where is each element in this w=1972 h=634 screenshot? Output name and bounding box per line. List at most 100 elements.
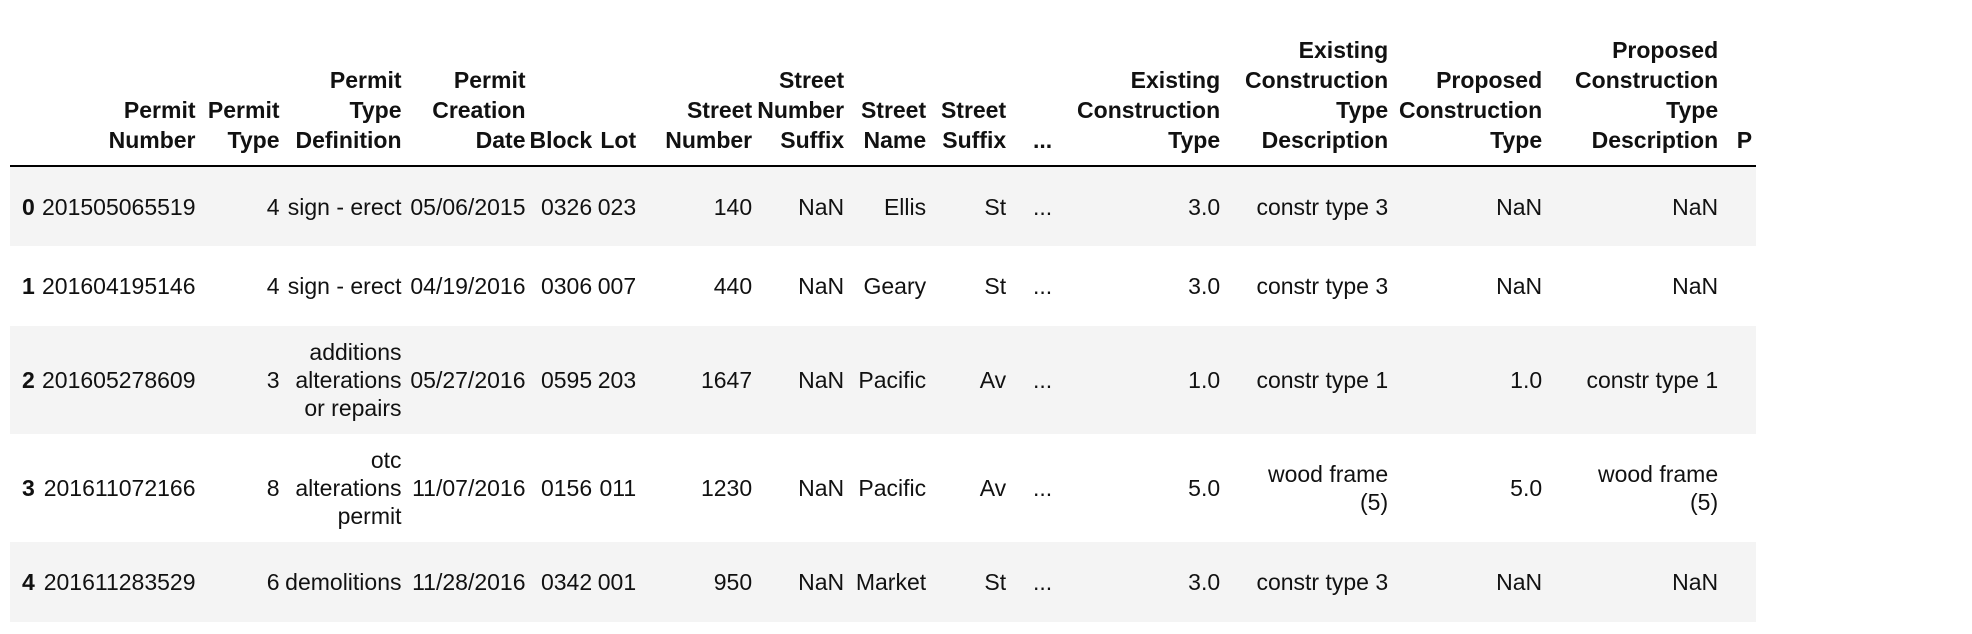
- table-cell: 203: [597, 367, 637, 393]
- table-cell: 201604195146: [42, 273, 196, 299]
- table-cell-line: additions: [309, 339, 402, 365]
- table-cell: 6: [266, 569, 280, 595]
- table-cell: 1647: [700, 367, 753, 393]
- table-cell: additions alterations or repairs: [284, 326, 406, 434]
- table-cell-line: wood frame: [1267, 461, 1389, 487]
- column-header-line: Street: [940, 97, 1007, 123]
- column-header: P: [1722, 0, 1757, 167]
- column-header-line: Existing: [1130, 67, 1221, 93]
- column-header-line: Street: [778, 67, 845, 93]
- table-cell: ...: [1032, 273, 1053, 299]
- column-header-line: Proposed: [1612, 37, 1719, 63]
- column-header-line: Suffix: [942, 127, 1007, 153]
- table-cell: 1.0: [1188, 367, 1221, 393]
- column-header-line: Name: [863, 127, 927, 153]
- column-header-line: Type: [1336, 97, 1389, 123]
- table-cell: 0326: [540, 193, 593, 220]
- row-index: 2: [22, 367, 35, 393]
- index-header: [10, 0, 42, 167]
- table-cell: ...: [1032, 569, 1053, 595]
- table-cell: 201611072166: [43, 475, 196, 501]
- table-row: 0 201505065519 4 sign - erect 05/06/2015 0326…: [10, 166, 1757, 246]
- table-cell: 140: [713, 193, 753, 220]
- row-index: 0: [22, 193, 35, 220]
- table-cell: constr type 3: [1256, 193, 1389, 220]
- table-cell: 4: [266, 273, 280, 299]
- column-header-line: Construction: [1575, 67, 1719, 93]
- table-cell: constr type 1: [1256, 367, 1389, 393]
- table-cell: ...: [1032, 475, 1053, 501]
- table-cell-line: permit: [337, 503, 402, 529]
- dataframe-table: Permit Number Permit Type Permit Type Definiti…: [10, 0, 1757, 622]
- column-header-line: Block: [529, 127, 593, 153]
- table-cell-line: alterations: [295, 475, 402, 501]
- table-cell: 007: [597, 273, 637, 299]
- table-cell: 11/07/2016: [412, 475, 526, 501]
- table-cell: St: [984, 569, 1007, 595]
- table-cell: 5.0: [1188, 475, 1221, 501]
- table-cell: [1722, 434, 1756, 542]
- column-header-line: Date: [475, 127, 526, 153]
- column-header-line: Suffix: [780, 127, 845, 153]
- table-header: Permit Number Permit Type Permit Type Definiti…: [10, 0, 1757, 167]
- column-header: Permit Creation Date: [405, 0, 530, 167]
- column-header: Existing Construction Type: [1056, 0, 1225, 167]
- table-cell: ...: [1032, 193, 1053, 220]
- column-header-line: Permit: [207, 97, 280, 123]
- table-cell: 201605278609: [42, 367, 196, 393]
- column-header-line: Street: [686, 97, 753, 123]
- column-header-line: Street: [860, 97, 927, 123]
- column-header-line: Proposed: [1436, 67, 1543, 93]
- column-header: Permit Type: [199, 0, 284, 167]
- column-header: Block: [529, 0, 597, 167]
- column-header-line: Creation: [432, 97, 526, 123]
- table-cell: constr type 3: [1256, 569, 1389, 595]
- table-row: 1 201604195146 4 sign - erect 04/19/2016 0306…: [10, 246, 1757, 326]
- table-cell: 950: [713, 569, 753, 595]
- table-cell: NaN: [798, 193, 845, 220]
- column-header: Existing Construction Type Description: [1224, 0, 1393, 167]
- table-cell: NaN: [1496, 273, 1543, 299]
- column-header-line: P: [1736, 127, 1753, 153]
- row-index: 1: [22, 273, 35, 299]
- column-header-line: Existing: [1298, 37, 1389, 63]
- table-cell-line: (5): [1690, 489, 1719, 515]
- table-cell: 201611283529: [43, 569, 196, 595]
- table-cell: 0595: [540, 367, 593, 393]
- table-cell: NaN: [1496, 569, 1543, 595]
- column-header: Permit Number: [42, 0, 200, 167]
- table-cell: otc alterations permit: [284, 434, 406, 542]
- table-cell: [1722, 326, 1756, 434]
- column-header: Proposed Construction Type Description: [1546, 0, 1723, 167]
- table-cell: 5.0: [1510, 475, 1543, 501]
- table-cell: NaN: [1496, 193, 1543, 220]
- table-cell: sign - erect: [287, 273, 402, 299]
- table-cell: 023: [597, 193, 637, 220]
- table-cell: [1722, 166, 1756, 246]
- table-cell: 8: [266, 475, 280, 501]
- table-cell: St: [984, 273, 1007, 299]
- table-cell: Market: [855, 569, 927, 595]
- table-cell: 3: [266, 367, 280, 393]
- table-cell: Pacific: [858, 475, 927, 501]
- table-cell-line: alterations: [295, 367, 402, 393]
- column-header: Lot: [596, 0, 641, 167]
- table-cell-line: wood frame: [1597, 461, 1719, 487]
- column-header-line: Construction: [1077, 97, 1221, 123]
- table-cell: 11/28/2016: [412, 569, 526, 595]
- table-cell-line: or repairs: [304, 395, 402, 421]
- table-cell: constr type 3: [1256, 273, 1389, 299]
- table-cell: 0156: [540, 475, 593, 501]
- table-cell: sign - erect: [287, 193, 402, 220]
- table-cell: 440: [713, 273, 753, 299]
- column-header: Permit Type Definition: [283, 0, 406, 167]
- table-cell: 001: [597, 569, 637, 595]
- table-cell: ...: [1032, 367, 1053, 393]
- table-cell: 04/19/2016: [410, 273, 526, 299]
- table-cell: Ellis: [883, 193, 927, 220]
- table-cell: 0306: [540, 273, 593, 299]
- table-row: 4 201611283529 6 demolitions 11/28/2016 0342 0…: [10, 542, 1757, 622]
- column-header-line: Definition: [295, 127, 402, 153]
- row-index: 3: [22, 475, 35, 501]
- table-cell: demolitions: [285, 569, 402, 595]
